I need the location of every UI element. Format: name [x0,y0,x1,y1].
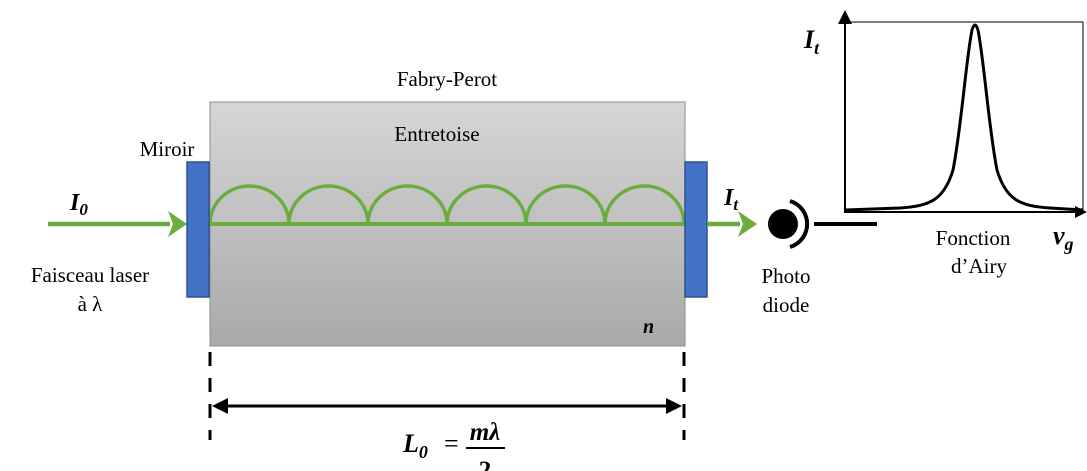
length-formula: L0 = mλ 2 [402,419,505,471]
airy-plot: It νg Fonction d’Airy [803,10,1087,278]
standing-wave [208,184,686,225]
input-arrow-head [168,211,187,237]
mirror-label: Miroir [140,137,195,161]
formula-equals: = [444,429,459,458]
beam-label-line2: à λ [78,292,104,316]
plot-x-arrow-head [1075,206,1087,218]
dimension-arrow-left [212,398,228,414]
dimension-arrow-right [666,398,682,414]
plot-y-label: It [803,25,820,58]
mirror-right [684,161,708,298]
beam-label-line1: Faisceau laser [31,263,149,287]
input-intensity-symbol: I0 [69,190,88,219]
formula-numerator: mλ [470,419,501,446]
mirror-left [186,161,210,298]
plot-caption-line2: d’Airy [951,254,1007,278]
airy-curve [844,23,1084,212]
output-arrow-head [738,211,757,237]
formula-lhs: L0 [402,429,428,462]
formula-denominator: 2 [479,457,492,471]
plot-frame [844,21,1084,213]
photodiode-icon [768,199,877,249]
plot-x-label: νg [1053,221,1074,254]
refractive-index-symbol: n [643,316,654,338]
cavity-title: Fabry-Perot [397,67,497,91]
plot-y-arrow-head [838,10,852,24]
photodiode-label-line2: diode [763,293,810,317]
spacer-label: Entretoise [394,122,479,146]
plot-caption-line1: Fonction [936,226,1011,250]
output-intensity-symbol: It [723,185,739,214]
photodiode-label-line1: Photo [761,264,810,288]
